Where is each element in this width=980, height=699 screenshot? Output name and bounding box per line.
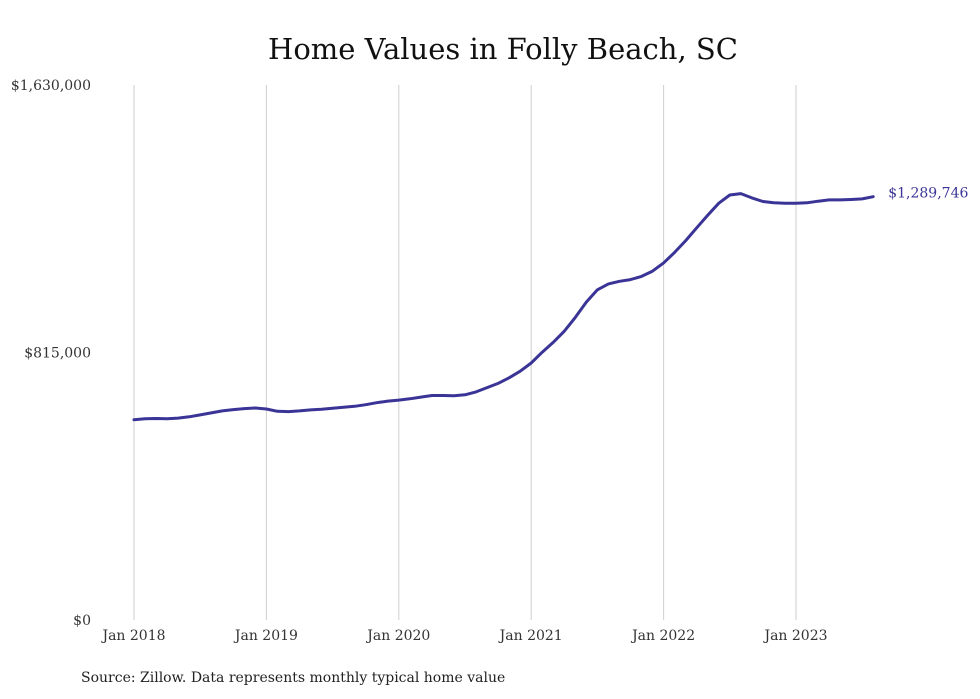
x-tick-label: Jan 2022 <box>630 628 695 644</box>
series-line <box>132 192 875 422</box>
chart-title: Home Values in Folly Beach, SC <box>268 32 738 66</box>
x-axis-ticks: Jan 2018 Jan 2019 Jan 2020 Jan 2021 Jan 2022… <box>100 628 827 644</box>
y-tick-label: $815,000 <box>24 346 91 362</box>
x-tick-label: Jan 2021 <box>498 628 563 644</box>
x-tick-label: Jan 2023 <box>762 628 827 644</box>
x-tick-label: Jan 2018 <box>100 628 165 644</box>
x-tick-label: Jan 2020 <box>365 628 430 644</box>
end-value-label: $1,289,746 <box>888 186 968 202</box>
y-tick-label: $1,630,000 <box>11 78 91 94</box>
y-axis-ticks: $0 $815,000 $1,630,000 <box>11 78 91 629</box>
grid-lines <box>133 85 797 620</box>
source-note: Source: Zillow. Data represents monthly … <box>81 670 505 686</box>
x-tick-label: Jan 2019 <box>233 628 298 644</box>
y-tick-label: $0 <box>73 613 91 629</box>
series-layer <box>132 192 875 422</box>
